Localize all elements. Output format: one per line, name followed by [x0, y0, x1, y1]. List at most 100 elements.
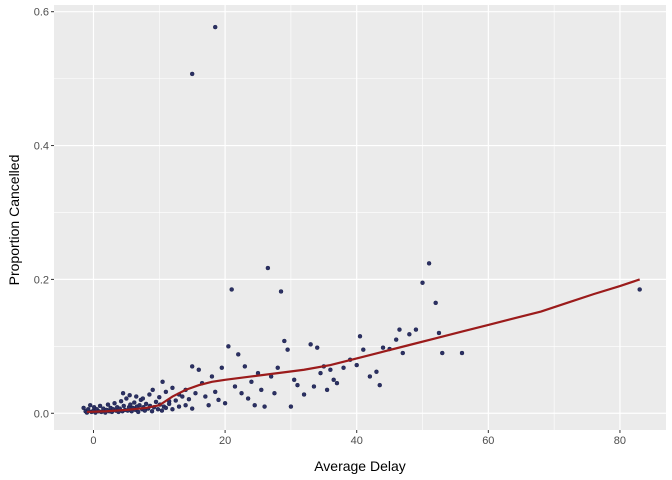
data-point: [132, 400, 137, 405]
data-point: [413, 327, 419, 332]
data-point: [295, 382, 300, 388]
data-point: [311, 384, 317, 389]
data-point: [361, 347, 366, 352]
data-point: [183, 403, 188, 408]
y-tick-label: 0.2: [34, 274, 49, 286]
y-axis-ticks: 0.0 0.2 0.4 0.6: [34, 7, 54, 420]
y-tick-label: 0.4: [34, 141, 49, 153]
data-point: [209, 374, 215, 379]
data-point: [128, 402, 133, 407]
data-point: [155, 407, 161, 412]
data-point: [374, 369, 379, 374]
data-point: [354, 362, 359, 368]
data-point: [301, 392, 307, 397]
data-point: [213, 24, 218, 30]
data-point: [159, 408, 165, 413]
data-point: [206, 403, 211, 408]
data-point: [222, 401, 228, 406]
data-point: [173, 398, 178, 403]
data-point: [433, 300, 438, 306]
data-point: [189, 71, 195, 77]
data-point: [189, 364, 195, 369]
data-point: [213, 389, 218, 395]
data-point: [134, 394, 139, 399]
x-axis-ticks: 0 20 40 60 80: [90, 430, 626, 447]
data-point: [176, 404, 182, 409]
x-tick-label: 40: [351, 435, 363, 447]
data-point: [143, 401, 149, 407]
data-point: [147, 392, 152, 397]
data-point: [308, 342, 313, 347]
data-point: [259, 387, 264, 393]
data-point: [81, 405, 86, 411]
data-point: [120, 390, 126, 396]
data-point: [137, 403, 142, 408]
data-point: [331, 377, 336, 383]
data-point: [236, 352, 241, 357]
data-point: [149, 409, 155, 414]
data-point: [219, 365, 225, 370]
data-point: [407, 332, 412, 337]
data-point: [436, 330, 442, 336]
minor-gridlines: [54, 5, 666, 430]
data-point: [265, 265, 271, 271]
data-point: [315, 345, 320, 350]
data-point: [180, 394, 185, 399]
y-tick-label: 0.0: [34, 408, 49, 420]
data-point: [324, 387, 330, 393]
data-point: [124, 396, 129, 401]
data-point: [203, 394, 208, 399]
y-axis-title: Proportion Cancelled: [6, 155, 22, 286]
data-point: [272, 390, 277, 396]
data-point: [163, 389, 169, 395]
data-point: [166, 401, 172, 407]
data-point: [170, 385, 175, 391]
data-point: [334, 380, 340, 386]
x-tick-label: 0: [90, 435, 96, 447]
data-point: [288, 404, 294, 409]
data-point: [97, 403, 103, 409]
data-point: [249, 379, 254, 385]
data-point: [105, 402, 111, 407]
data-point: [262, 404, 267, 409]
data-point: [328, 367, 333, 372]
data-point: [86, 407, 91, 412]
data-point: [242, 364, 248, 369]
data-point: [239, 390, 244, 396]
data-point: [170, 407, 175, 412]
data-point: [420, 280, 425, 285]
data-point: [193, 390, 198, 396]
data-point: [377, 382, 382, 388]
smooth-trend-line: [86, 278, 641, 414]
data-point: [216, 397, 221, 403]
x-tick-label: 60: [482, 435, 494, 447]
data-point: [121, 403, 126, 409]
data-point: [252, 403, 257, 408]
data-point: [226, 344, 231, 349]
data-point: [118, 399, 124, 404]
data-point: [275, 365, 280, 370]
data-point: [163, 405, 169, 411]
data-point: [140, 396, 146, 401]
data-point: [440, 350, 445, 356]
data-point: [637, 287, 642, 292]
data-point: [157, 395, 162, 400]
data-point: [282, 338, 287, 344]
data-point: [367, 374, 373, 379]
data-point: [232, 384, 238, 389]
data-point: [160, 379, 165, 385]
data-point: [341, 365, 346, 370]
y-tick-label: 0.6: [34, 7, 49, 19]
data-point: [397, 327, 402, 332]
data-point: [112, 401, 117, 406]
data-point: [196, 367, 201, 372]
data-point: [285, 347, 290, 352]
data-point: [278, 289, 284, 294]
plot-panel: [54, 5, 666, 430]
data-point: [291, 377, 297, 383]
data-point: [229, 287, 234, 292]
data-point: [245, 396, 251, 401]
data-point: [400, 350, 405, 356]
data-point: [153, 399, 159, 405]
